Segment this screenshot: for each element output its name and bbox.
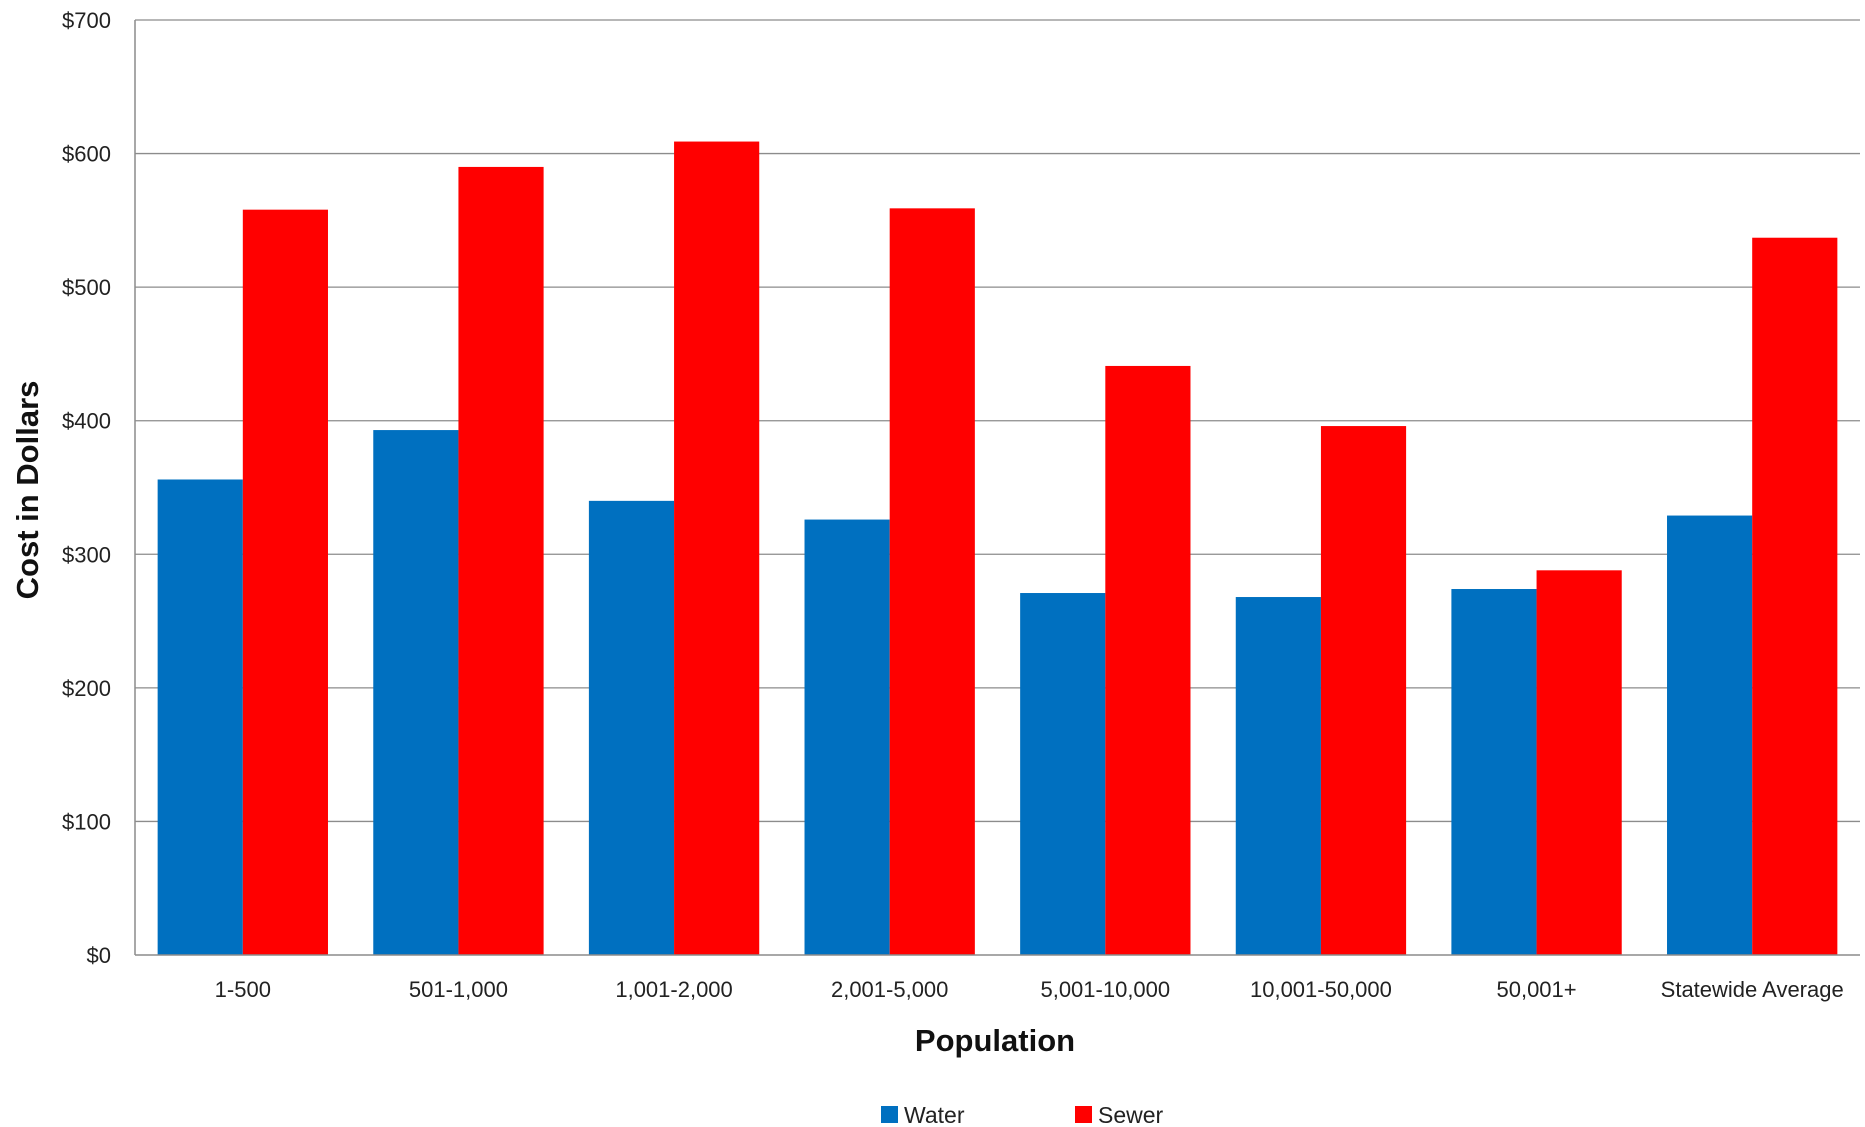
- x-tick-label: 1,001-2,000: [615, 977, 732, 1002]
- bar-water: [1020, 593, 1106, 955]
- x-tick-label: 10,001-50,000: [1250, 977, 1392, 1002]
- bar-sewer: [674, 141, 760, 956]
- bar-water: [157, 479, 243, 955]
- bar-water: [588, 500, 675, 955]
- x-tick-label: 2,001-5,000: [831, 977, 948, 1002]
- y-axis-title: Cost in Dollars: [10, 381, 45, 600]
- bar-sewer: [242, 209, 328, 955]
- y-tick-label: $300: [62, 542, 111, 567]
- x-tick-label: 501-1,000: [409, 977, 508, 1002]
- bar-water: [804, 519, 890, 955]
- bar-water: [373, 430, 459, 955]
- bar-water: [1235, 597, 1321, 955]
- bar-sewer: [458, 166, 544, 955]
- y-tick-label: $200: [62, 676, 111, 701]
- bar-sewer: [889, 208, 975, 956]
- x-tick-label: 1-500: [215, 977, 271, 1002]
- bars: [157, 141, 1838, 956]
- y-tick-label: $100: [62, 809, 111, 834]
- x-tick-label: Statewide Average: [1661, 977, 1844, 1002]
- x-tick-label: 50,001+: [1496, 977, 1576, 1002]
- y-tick-label: $600: [62, 142, 111, 167]
- bar-sewer: [1536, 570, 1622, 955]
- x-tick-label: 5,001-10,000: [1040, 977, 1170, 1002]
- x-axis-ticks: 1-500 501-1,000 1,001-2,000 2,001-5,000 5,00…: [215, 977, 1844, 1002]
- x-axis-title: Population: [915, 1023, 1075, 1058]
- legend-swatch-water: [881, 1106, 898, 1123]
- y-tick-label: $700: [62, 8, 111, 33]
- bar-water: [1667, 515, 1753, 955]
- bar-sewer: [1752, 237, 1838, 955]
- bar-sewer: [1105, 365, 1191, 955]
- y-tick-label: $400: [62, 409, 111, 434]
- legend-label-sewer: Sewer: [1098, 1102, 1164, 1127]
- bar-water: [1451, 589, 1537, 955]
- legend: Water Sewer: [881, 1102, 1164, 1127]
- legend-swatch-sewer: [1075, 1106, 1092, 1123]
- y-axis-ticks: $0 $100 $200 $300 $400 $500 $600 $700: [62, 8, 111, 968]
- legend-label-water: Water: [904, 1102, 965, 1127]
- y-tick-label: $0: [87, 943, 111, 968]
- y-tick-label: $500: [62, 275, 111, 300]
- bar-sewer: [1320, 426, 1407, 955]
- axes: [134, 20, 1860, 956]
